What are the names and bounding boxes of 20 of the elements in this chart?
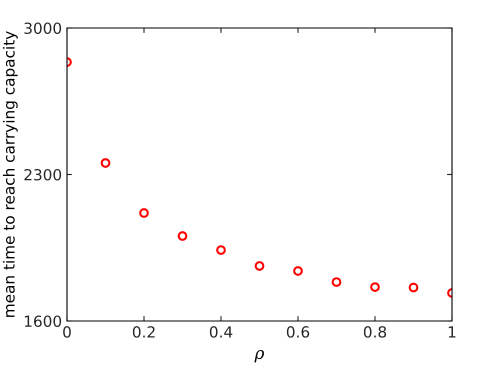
- point: [178, 231, 188, 241]
- x-tick-label: 0: [63, 326, 71, 338]
- y-tick-label: 3000: [24, 22, 62, 34]
- point: [139, 208, 149, 218]
- x-tick-label: 1: [448, 326, 456, 338]
- point: [216, 245, 226, 255]
- x-tick-label: 0.6: [286, 326, 310, 338]
- point: [370, 282, 380, 292]
- point: [408, 282, 418, 292]
- point: [254, 261, 264, 271]
- y-axis-title: mean time to reach carrying capacity: [2, 31, 18, 317]
- x-axis-title: ρ: [254, 350, 264, 362]
- point: [332, 277, 342, 287]
- y-tick-label: 2300: [24, 168, 62, 181]
- x-tick-label: 0.4: [210, 326, 232, 338]
- x-tick-label: 0.8: [364, 326, 386, 338]
- point: [100, 158, 110, 168]
- point: [293, 266, 303, 276]
- y-tick-label: 1600: [24, 315, 62, 328]
- x-tick-label: 0.2: [132, 326, 155, 338]
